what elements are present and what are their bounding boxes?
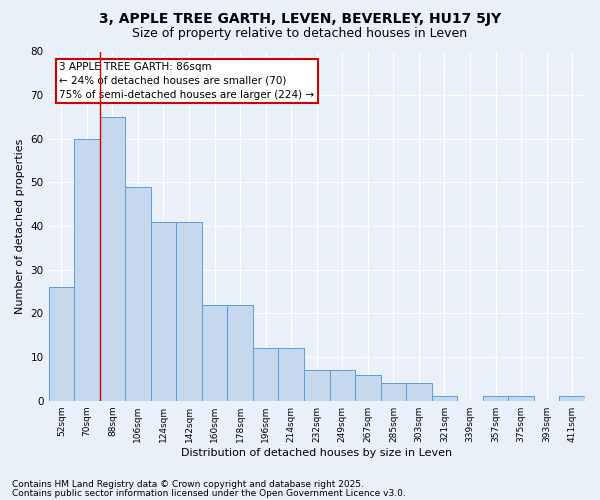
- Bar: [508, 396, 534, 400]
- Bar: [483, 396, 508, 400]
- Bar: [432, 396, 457, 400]
- Bar: [559, 396, 585, 400]
- Bar: [74, 139, 100, 400]
- Bar: [100, 117, 125, 401]
- Bar: [355, 374, 380, 400]
- Bar: [49, 287, 74, 401]
- Bar: [227, 304, 253, 400]
- Bar: [176, 222, 202, 400]
- Text: Contains public sector information licensed under the Open Government Licence v3: Contains public sector information licen…: [12, 488, 406, 498]
- Y-axis label: Number of detached properties: Number of detached properties: [15, 138, 25, 314]
- X-axis label: Distribution of detached houses by size in Leven: Distribution of detached houses by size …: [181, 448, 452, 458]
- Text: Contains HM Land Registry data © Crown copyright and database right 2025.: Contains HM Land Registry data © Crown c…: [12, 480, 364, 489]
- Bar: [151, 222, 176, 400]
- Bar: [406, 383, 432, 400]
- Text: 3, APPLE TREE GARTH, LEVEN, BEVERLEY, HU17 5JY: 3, APPLE TREE GARTH, LEVEN, BEVERLEY, HU…: [99, 12, 501, 26]
- Bar: [329, 370, 355, 400]
- Bar: [278, 348, 304, 401]
- Bar: [380, 383, 406, 400]
- Text: Size of property relative to detached houses in Leven: Size of property relative to detached ho…: [133, 28, 467, 40]
- Bar: [125, 187, 151, 400]
- Bar: [253, 348, 278, 401]
- Bar: [202, 304, 227, 400]
- Bar: [304, 370, 329, 400]
- Text: 3 APPLE TREE GARTH: 86sqm
← 24% of detached houses are smaller (70)
75% of semi-: 3 APPLE TREE GARTH: 86sqm ← 24% of detac…: [59, 62, 314, 100]
